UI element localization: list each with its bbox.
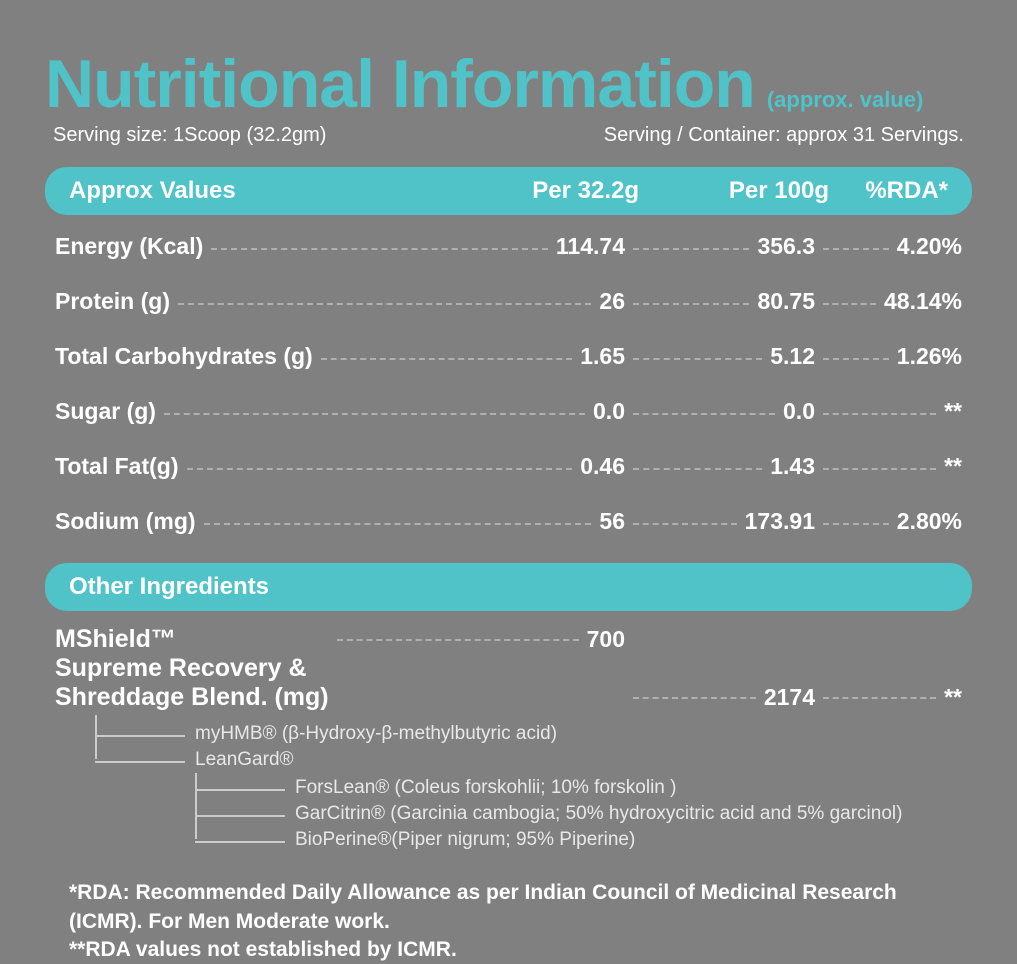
nutrient-rda: 48.14% — [884, 288, 962, 315]
nutrient-per-100g: 0.0 — [783, 398, 815, 425]
blend-per-100g: 2174 — [764, 684, 815, 711]
blend-rda: ** — [944, 684, 962, 711]
nutrient-name: Total Fat(g) — [55, 453, 179, 480]
nutrient-name: Total Carbohydrates (g) — [55, 343, 313, 370]
nutrient-rda: ** — [944, 398, 962, 425]
header-col-per-serving: Per 32.2g — [489, 177, 639, 205]
footnote-rda-na: **RDA values not established by ICMR. — [69, 936, 948, 964]
nutrient-per-100g: 1.43 — [770, 453, 815, 480]
nutrient-rda: 4.20% — [897, 233, 962, 260]
nutrient-per-100g: 173.91 — [745, 508, 815, 535]
nutrient-row: Sugar (g) 0.0 0.0 ** — [45, 398, 972, 425]
nutrient-rda: 2.80% — [897, 508, 962, 535]
ingredient-tree: myHMB® (β-Hydroxy-β-methylbutyric acid) … — [45, 723, 972, 851]
nutrient-per-serving: 114.74 — [556, 233, 625, 260]
footnote-rda: *RDA: Recommended Daily Allowance as per… — [69, 879, 948, 936]
nutrient-row: Total Carbohydrates (g) 1.65 5.12 1.26% — [45, 343, 972, 370]
tree-item-l2: BioPerine®(Piper nigrum; 95% Piperine) — [195, 829, 972, 851]
nutrient-name: Energy (Kcal) — [55, 233, 203, 260]
blend-name: MShield™ Supreme Recovery & Shreddage Bl… — [55, 625, 329, 711]
nutrient-rda: 1.26% — [897, 343, 962, 370]
nutrient-name: Sugar (g) — [55, 398, 156, 425]
nutrient-per-serving: 1.65 — [580, 343, 625, 370]
tree-item-l2: ForsLean® (Coleus forskohlii; 10% forsko… — [195, 777, 972, 799]
nutrient-per-serving: 0.0 — [593, 398, 625, 425]
nutrient-per-100g: 80.75 — [757, 288, 815, 315]
footnotes: *RDA: Recommended Daily Allowance as per… — [45, 879, 972, 964]
nutrient-per-serving: 26 — [599, 288, 625, 315]
tree-item-l1: LeanGard® — [95, 749, 972, 771]
approx-suffix: (approx. value) — [767, 87, 923, 113]
header-pill: Approx Values Per 32.2g Per 100g %RDA* — [45, 167, 972, 215]
serving-row: Serving size: 1Scoop (32.2gm) Serving / … — [45, 124, 972, 147]
nutrient-rda: ** — [944, 453, 962, 480]
header-col-approx: Approx Values — [69, 177, 489, 205]
nutrient-per-100g: 356.3 — [757, 233, 815, 260]
nutrient-name: Protein (g) — [55, 288, 170, 315]
nutrient-row: Total Fat(g) 0.46 1.43 ** — [45, 453, 972, 480]
nutrient-per-serving: 56 — [599, 508, 625, 535]
blend-per-serving: 700 — [587, 626, 625, 653]
header-col-rda: %RDA* — [829, 177, 948, 205]
nutrient-name: Sodium (mg) — [55, 508, 196, 535]
nutrient-row: Protein (g) 26 80.75 48.14% — [45, 288, 972, 315]
main-title: Nutritional Information — [45, 50, 755, 118]
nutrient-per-serving: 0.46 — [580, 453, 625, 480]
header-col-per-100g: Per 100g — [679, 177, 829, 205]
blend-row: MShield™ Supreme Recovery & Shreddage Bl… — [45, 625, 972, 711]
tree-item-l1: myHMB® (β-Hydroxy-β-methylbutyric acid) — [95, 723, 972, 745]
serving-size: Serving size: 1Scoop (32.2gm) — [53, 124, 326, 147]
nutrient-per-100g: 5.12 — [770, 343, 815, 370]
nutrient-row: Energy (Kcal) 114.74 356.3 4.20% — [45, 233, 972, 260]
title-row: Nutritional Information (approx. value) — [45, 50, 972, 118]
tree-item-l2: GarCitrin® (Garcinia cambogia; 50% hydro… — [195, 803, 972, 825]
other-ingredients-pill: Other Ingredients — [45, 563, 972, 611]
nutrient-row: Sodium (mg) 56 173.91 2.80% — [45, 508, 972, 535]
serving-container: Serving / Container: approx 31 Servings. — [604, 124, 964, 147]
nutrient-table: Energy (Kcal) 114.74 356.3 4.20% Protein (g)… — [45, 233, 972, 535]
